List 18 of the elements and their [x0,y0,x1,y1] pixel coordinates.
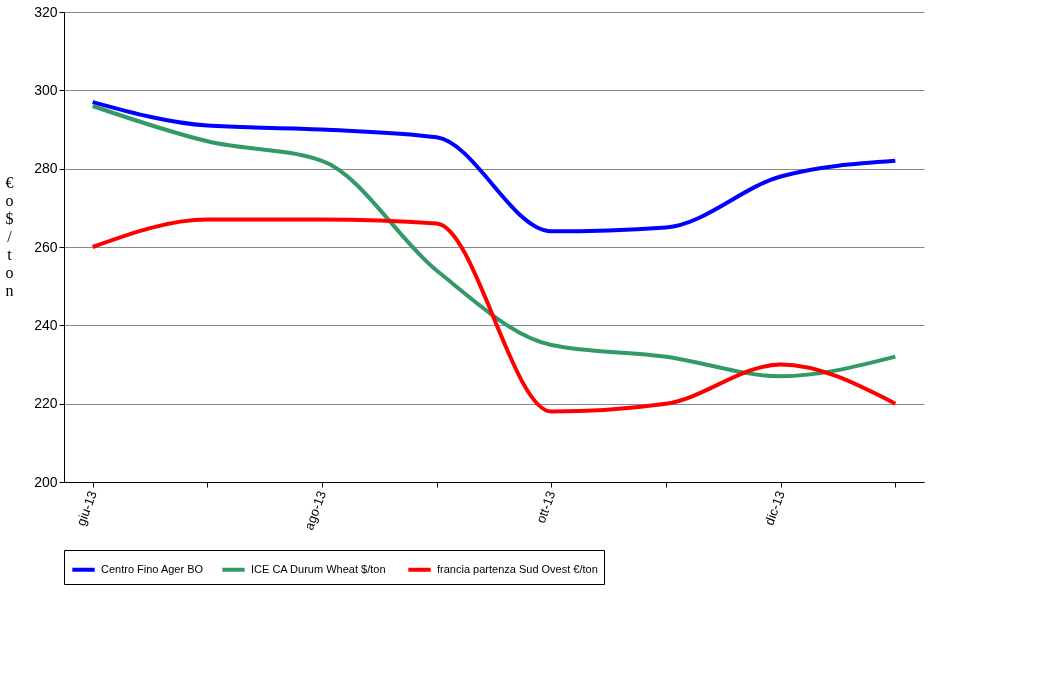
x-tick-label: dic-13 [761,488,788,528]
x-tick-label: giu-13 [73,488,100,528]
legend-label: ICE CA Durum Wheat $/ton [251,562,386,575]
x-tick-label: ago-13 [301,488,330,532]
y-tick-label: 260 [34,238,58,255]
legend-label: francia partenza Sud Ovest €/ton [437,562,598,575]
legend-label: Centro Fino Ager BO [101,562,204,575]
line-series [90,100,898,234]
y-tick-label: 220 [34,395,58,412]
line-series [90,217,898,414]
x-tick-label: ott-13 [532,488,559,526]
y-tick-label: 280 [34,160,58,177]
y-tick-label: 320 [34,3,58,20]
line-series [90,104,898,379]
y-tick-label: 240 [34,316,58,333]
y-tick-label: 300 [34,81,58,98]
y-tick-label: 200 [34,473,58,490]
y-axis-title: €o$/ton [5,173,14,299]
